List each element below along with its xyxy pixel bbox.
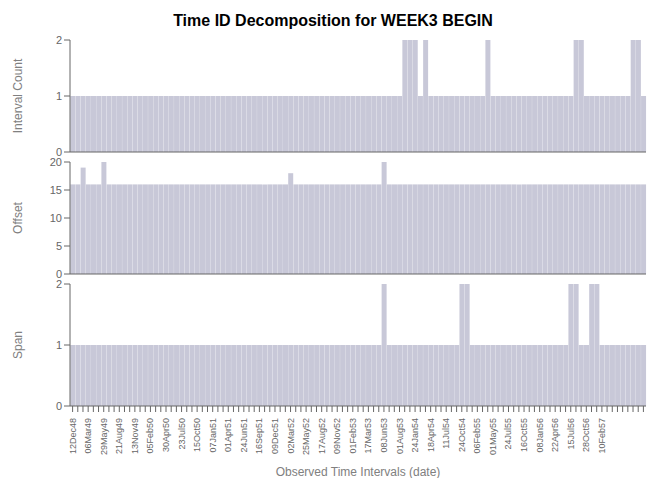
- svg-text:01Feb53: 01Feb53: [348, 418, 358, 454]
- svg-text:0: 0: [56, 146, 62, 156]
- svg-text:2: 2: [56, 278, 62, 290]
- svg-text:10Feb57: 10Feb57: [597, 418, 607, 454]
- svg-text:10: 10: [50, 212, 62, 224]
- svg-text:17Mar53: 17Mar53: [363, 418, 373, 454]
- svg-text:08Jun53: 08Jun53: [379, 418, 389, 453]
- svg-text:05Feb50: 05Feb50: [145, 418, 155, 454]
- svg-text:15Jul56: 15Jul56: [566, 418, 576, 450]
- svg-text:21Aug49: 21Aug49: [114, 418, 124, 454]
- svg-text:24Jul55: 24Jul55: [503, 418, 513, 450]
- svg-text:24Jan54: 24Jan54: [410, 418, 420, 453]
- svg-text:16Oct55: 16Oct55: [519, 418, 529, 452]
- svg-text:29May49: 29May49: [99, 418, 109, 455]
- svg-text:09Dec51: 09Dec51: [270, 418, 280, 454]
- svg-text:15: 15: [50, 184, 62, 196]
- svg-text:12Dec48: 12Dec48: [68, 418, 78, 454]
- svg-text:22Apr56: 22Apr56: [550, 418, 560, 452]
- svg-text:1: 1: [56, 339, 62, 351]
- svg-text:01Aug53: 01Aug53: [395, 418, 405, 454]
- svg-text:01May55: 01May55: [488, 418, 498, 455]
- svg-text:Offset: Offset: [11, 201, 25, 233]
- svg-text:0: 0: [56, 400, 62, 412]
- svg-text:09Nov52: 09Nov52: [332, 418, 342, 454]
- svg-text:13Nov49: 13Nov49: [130, 418, 140, 454]
- svg-text:0: 0: [56, 268, 62, 278]
- svg-text:17Aug52: 17Aug52: [317, 418, 327, 454]
- html-text:Time ID Decomposition for WEEK: Time ID Decomposition for WEEK3 BEGIN: [173, 12, 493, 29]
- svg-text:Span: Span: [11, 331, 25, 359]
- svg-text:24Jun51: 24Jun51: [239, 418, 249, 453]
- svg-text:1: 1: [56, 90, 62, 102]
- svg-text:06Mar49: 06Mar49: [83, 418, 93, 454]
- svg-text:01Apr51: 01Apr51: [223, 418, 233, 452]
- svg-text:08Jan56: 08Jan56: [535, 418, 545, 453]
- svg-text:Observed Time Intervals (date): Observed Time Intervals (date): [276, 465, 441, 478]
- svg-text:07Jan51: 07Jan51: [208, 418, 218, 453]
- svg-text:06Feb55: 06Feb55: [472, 418, 482, 454]
- svg-text:Interval Count: Interval Count: [11, 58, 25, 133]
- svg-text:30Apr50: 30Apr50: [161, 418, 171, 452]
- svg-text:02Mar52: 02Mar52: [286, 418, 296, 454]
- svg-text:18Apr54: 18Apr54: [426, 418, 436, 452]
- svg-text:25May52: 25May52: [301, 418, 311, 455]
- svg-text:11Jul54: 11Jul54: [441, 418, 451, 449]
- svg-text:23Jul50: 23Jul50: [177, 418, 187, 450]
- svg-text:5: 5: [56, 240, 62, 252]
- svg-text:16Sep51: 16Sep51: [254, 418, 264, 454]
- svg-text:28Oct56: 28Oct56: [581, 418, 591, 452]
- svg-text:24Oct54: 24Oct54: [457, 418, 467, 452]
- svg-text:2: 2: [56, 34, 62, 46]
- svg-text:20: 20: [50, 156, 62, 168]
- svg-text:15Oct50: 15Oct50: [192, 418, 202, 452]
